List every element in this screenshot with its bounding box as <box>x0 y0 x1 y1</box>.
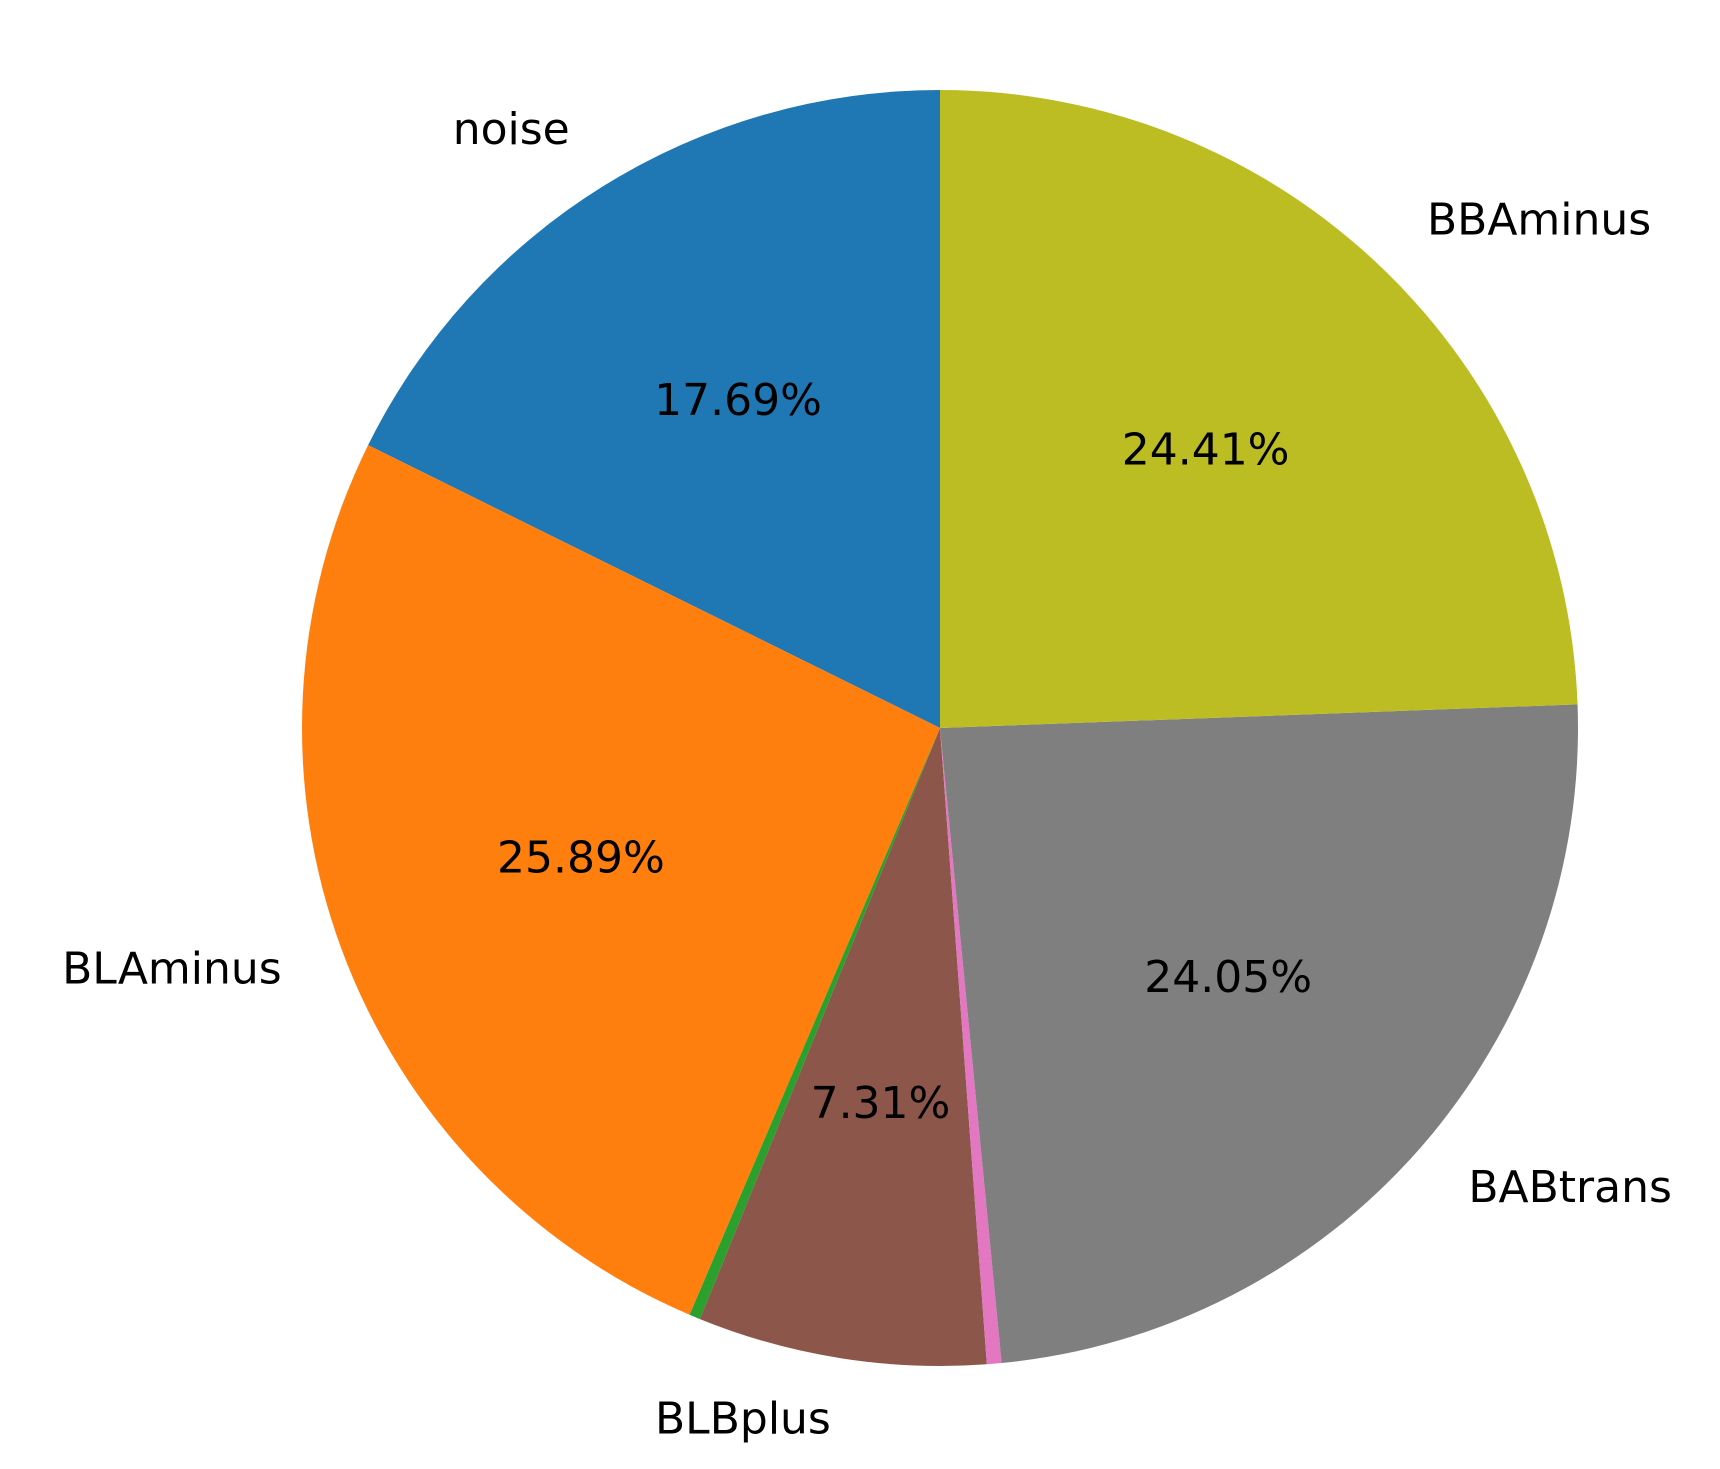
pie-slice-noise <box>368 90 940 728</box>
percent-label-babtrans: 24.05% <box>1144 952 1312 1003</box>
pie-slices <box>301 90 1578 1366</box>
pie-labels: noise 17.69% BLAminus 25.89% BLBplus 7.31% BAB… <box>62 104 1672 1444</box>
percent-label-bbaminus: 24.41% <box>1122 424 1290 475</box>
pie-slice-unlabeled-2 <box>689 728 940 1320</box>
percent-label-blbplus: 7.31% <box>811 1078 951 1129</box>
slice-label-blbplus: BLBplus <box>655 1393 831 1444</box>
pie-slice-babtrans <box>940 704 1578 1364</box>
percent-label-blaminus: 25.89% <box>497 833 665 884</box>
pie-slice-unlabeled-4 <box>940 728 1002 1365</box>
pie-slice-blaminus <box>301 445 940 1315</box>
pie-slice-bbaminus <box>940 90 1578 728</box>
percent-label-noise: 17.69% <box>654 375 822 426</box>
pie-slice-blbplus <box>699 728 987 1366</box>
slice-label-noise: noise <box>453 104 570 155</box>
slice-label-bbaminus: BBAminus <box>1427 195 1651 246</box>
slice-label-blaminus: BLAminus <box>62 943 282 994</box>
slice-label-babtrans: BABtrans <box>1468 1162 1672 1213</box>
